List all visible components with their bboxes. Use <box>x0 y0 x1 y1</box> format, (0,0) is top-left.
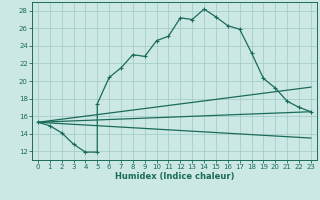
X-axis label: Humidex (Indice chaleur): Humidex (Indice chaleur) <box>115 172 234 181</box>
